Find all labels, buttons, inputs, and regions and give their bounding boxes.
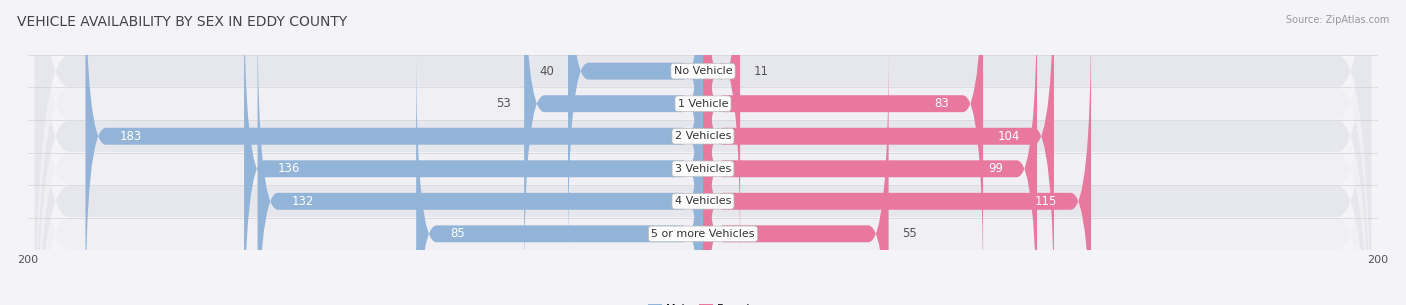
Text: 99: 99	[988, 162, 1004, 175]
FancyBboxPatch shape	[703, 0, 983, 290]
Text: No Vehicle: No Vehicle	[673, 66, 733, 76]
Text: 1 Vehicle: 1 Vehicle	[678, 99, 728, 109]
FancyBboxPatch shape	[703, 0, 740, 258]
FancyBboxPatch shape	[568, 0, 703, 258]
FancyBboxPatch shape	[35, 0, 1371, 305]
FancyBboxPatch shape	[245, 0, 703, 305]
FancyBboxPatch shape	[35, 0, 1371, 305]
Text: Source: ZipAtlas.com: Source: ZipAtlas.com	[1285, 15, 1389, 25]
Text: 83: 83	[935, 97, 949, 110]
Text: 3 Vehicles: 3 Vehicles	[675, 164, 731, 174]
FancyBboxPatch shape	[35, 0, 1371, 305]
Text: 85: 85	[450, 227, 464, 240]
FancyBboxPatch shape	[703, 0, 1054, 305]
Text: 2 Vehicles: 2 Vehicles	[675, 131, 731, 141]
FancyBboxPatch shape	[257, 15, 703, 305]
Text: 183: 183	[120, 130, 142, 143]
FancyBboxPatch shape	[35, 0, 1371, 305]
Legend: Male, Female: Male, Female	[644, 300, 762, 305]
Text: 55: 55	[903, 227, 917, 240]
FancyBboxPatch shape	[86, 0, 703, 305]
Text: 5 or more Vehicles: 5 or more Vehicles	[651, 229, 755, 239]
Text: 40: 40	[540, 65, 554, 78]
Text: 11: 11	[754, 65, 769, 78]
FancyBboxPatch shape	[35, 0, 1371, 305]
Text: 4 Vehicles: 4 Vehicles	[675, 196, 731, 206]
Text: 53: 53	[496, 97, 510, 110]
Text: 104: 104	[998, 130, 1021, 143]
FancyBboxPatch shape	[703, 47, 889, 305]
FancyBboxPatch shape	[703, 0, 1038, 305]
FancyBboxPatch shape	[35, 0, 1371, 305]
Text: 132: 132	[291, 195, 314, 208]
FancyBboxPatch shape	[703, 15, 1091, 305]
Text: 136: 136	[278, 162, 301, 175]
Text: 115: 115	[1035, 195, 1057, 208]
FancyBboxPatch shape	[524, 0, 703, 290]
Text: VEHICLE AVAILABILITY BY SEX IN EDDY COUNTY: VEHICLE AVAILABILITY BY SEX IN EDDY COUN…	[17, 15, 347, 29]
FancyBboxPatch shape	[416, 47, 703, 305]
